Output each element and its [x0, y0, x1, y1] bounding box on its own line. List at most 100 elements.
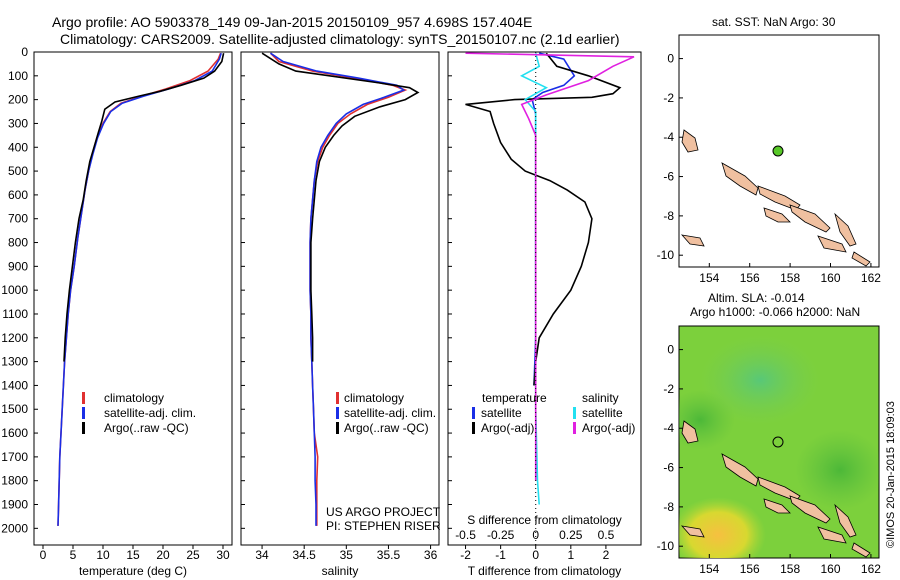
legend-swatch-argo	[82, 422, 85, 434]
bottom-map-title1: Altim. SLA: -0.014	[708, 291, 805, 305]
x-tick-label: 20	[156, 548, 170, 562]
island-nw	[680, 525, 705, 538]
legend-label-argo: Argo(..raw -QC)	[104, 421, 189, 435]
series-line-2-0	[531, 52, 576, 386]
depth-tick-label: 1300	[1, 355, 28, 369]
map-y-tick-label: 0	[667, 52, 674, 66]
x-tick-label: 36	[424, 548, 438, 562]
depth-tick-label: 600	[8, 188, 28, 202]
depth-tick-label: 500	[8, 164, 28, 178]
series-line-2-1	[465, 52, 622, 386]
island-makira	[851, 251, 871, 267]
header-line2: Climatology: CARS2009. Satellite-adjuste…	[60, 31, 620, 47]
map-x-tick-label: 154	[699, 271, 719, 285]
depth-tick-label: 1100	[2, 307, 28, 321]
depth-tick-label: 300	[8, 116, 28, 130]
map-y-tick-label: -6	[663, 170, 674, 184]
depth-tick-label: 0	[21, 45, 28, 59]
legend-swatch-climatology	[336, 392, 339, 404]
legend-label-sal-argo: Argo(-adj)	[582, 421, 635, 435]
island-buka	[681, 420, 699, 444]
map-y-tick-label: -2	[663, 382, 674, 396]
argo-float-marker	[772, 145, 784, 157]
series-line-0-0	[57, 52, 222, 526]
legend-label-argo: Argo(..raw -QC)	[344, 421, 429, 435]
island-nw	[680, 234, 705, 247]
island-bougainville	[721, 162, 759, 196]
map-y-tick-label: -10	[657, 539, 675, 553]
island-new-georgia	[763, 207, 791, 223]
legend-swatch-argo	[336, 422, 339, 434]
credit-text: ©IMOS 20-Jan-2015 18:09:03	[885, 401, 897, 548]
map-x-tick-label: 162	[861, 271, 881, 285]
island-malaita	[834, 212, 857, 247]
top-map-axes: 154 156 158 160 162 0 -2 -4 -6 -8 -10	[657, 52, 882, 285]
island-guadalcanal	[817, 235, 847, 253]
bottom-map-title2: Argo h1000: -0.066 h2000: NaN	[690, 305, 860, 319]
s-tick-label: 0	[532, 528, 539, 542]
map-y-tick-label: -10	[657, 248, 675, 262]
island-bougainville	[721, 453, 759, 487]
x-tick-label: 34	[255, 548, 269, 562]
sla-anomaly-cool-2	[795, 430, 879, 510]
x-axis-label: temperature (deg C)	[79, 564, 187, 578]
bottom-map-axes: 154 156 158 160 162 0 -2 -4 -6 -8 -10	[657, 343, 882, 576]
project-annotation: US ARGO PROJECT	[326, 505, 441, 519]
series-line-1-1	[270, 52, 406, 526]
depth-tick-label: 1200	[1, 331, 28, 345]
s-tick-label: 0.25	[559, 528, 583, 542]
temperature-series	[57, 52, 225, 526]
top-map-title: sat. SST: NaN Argo: 30	[712, 15, 836, 29]
map-y-tick-label: -6	[663, 461, 674, 475]
sla-anomaly-warm	[679, 497, 766, 558]
depth-tick-label: 100	[8, 69, 28, 83]
depth-tick-label: 2000	[1, 521, 28, 535]
island-malaita	[834, 503, 857, 538]
temperature-panel	[33, 51, 233, 546]
map-x-tick-label: 154	[699, 562, 719, 576]
salinity-panel	[240, 51, 440, 546]
x-tick-label: 35.5	[377, 548, 401, 562]
depth-tick-label: 1500	[1, 402, 28, 416]
salinity-legend: climatology satellite-adj. clim. Argo(..…	[326, 391, 441, 533]
legend-header-salinity: salinity	[582, 391, 619, 405]
x-tick-label: 0	[532, 548, 539, 562]
pi-annotation: PI: STEPHEN RISER	[326, 519, 441, 533]
difference-legend: temperature salinity satellite Argo(-adj…	[472, 391, 635, 435]
x-tick-label: -2	[460, 548, 471, 562]
s-tick-label: -0.25	[487, 528, 515, 542]
bottom-map: 154 156 158 160 162 0 -2 -4 -6 -8 -10	[657, 325, 882, 576]
sla-anomaly-cool-3	[679, 390, 735, 450]
depth-tick-label: 400	[8, 140, 28, 154]
island-new-georgia	[763, 498, 791, 514]
island-buka	[681, 129, 699, 153]
legend-swatch-satellite	[336, 407, 339, 419]
x-tick-label: 2	[603, 548, 610, 562]
legend-swatch-climatology	[82, 392, 85, 404]
legend-swatch-sal-satellite	[573, 407, 576, 419]
map-y-tick-label: -2	[663, 91, 674, 105]
series-line-1-2	[261, 52, 420, 362]
legend-swatch-satellite	[82, 407, 85, 419]
x-axis-label: salinity	[322, 564, 359, 578]
depth-tick-label: 1800	[1, 474, 28, 488]
legend-label-temp-satellite: satellite	[481, 406, 522, 420]
depth-tick-label: 900	[8, 259, 28, 273]
legend-label-satellite: satellite-adj. clim.	[344, 406, 436, 420]
depth-tick-label: 1000	[1, 283, 28, 297]
argo-float-marker	[772, 436, 784, 448]
island-makira	[851, 542, 871, 558]
map-y-tick-label: -4	[663, 130, 674, 144]
map-x-tick-label: 156	[740, 562, 760, 576]
depth-tick-label: 1900	[1, 498, 28, 512]
map-x-tick-label: 158	[780, 271, 800, 285]
salinity-series	[261, 52, 420, 526]
island-isabel	[789, 495, 831, 524]
x-tick-label: 5	[70, 548, 77, 562]
x-tick-label: 34.5	[293, 548, 317, 562]
x-tick-label: 10	[96, 548, 110, 562]
legend-label-satellite: satellite-adj. clim.	[104, 406, 196, 420]
legend-swatch-sal-argo	[573, 422, 576, 434]
